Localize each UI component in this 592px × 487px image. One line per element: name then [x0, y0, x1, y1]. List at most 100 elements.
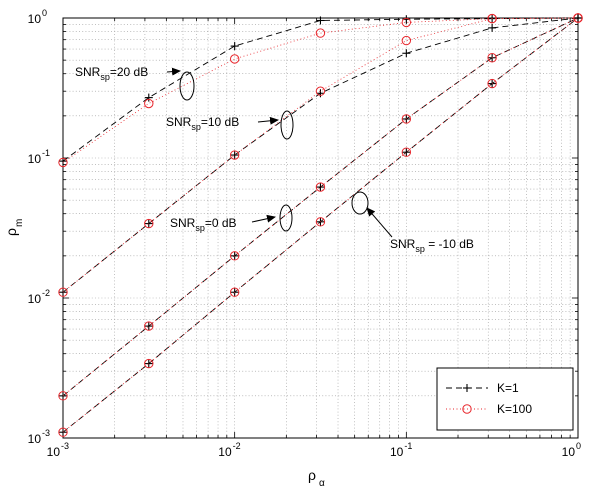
y-tick-label: 10 -1 [28, 148, 50, 166]
circle-marker [229, 150, 240, 160]
plus-marker [316, 89, 325, 98]
circle-marker [401, 17, 412, 28]
annotation-ellipse [280, 110, 294, 140]
legend-label: K=100 [497, 402, 532, 416]
circle-marker [144, 358, 154, 369]
y-axis-label-main: ρ [3, 228, 19, 236]
x-tick-label-exp: -1 [404, 441, 412, 451]
y-tick-label-base: 10 [28, 432, 42, 446]
x-tick-label-base: 10 [47, 445, 61, 459]
plus-marker [402, 148, 411, 157]
annotation-arrow [251, 214, 276, 223]
x-tick-label-base: 10 [390, 445, 404, 459]
circle-marker [229, 251, 240, 261]
annotation-arrow [166, 67, 181, 76]
series-k-100 [58, 13, 583, 437]
x-axis-label-sub: α [319, 478, 325, 487]
snr-annotation-label: SNRsp = -10 dB [390, 237, 474, 254]
circle-marker [58, 391, 68, 401]
y-tick-label-exp: -2 [42, 288, 50, 298]
y-axis-label: ρm [3, 219, 25, 236]
y-tick-label: 10 -3 [28, 428, 50, 446]
annotation-arrow [257, 116, 279, 125]
y-tick-label: 10 -2 [28, 288, 50, 306]
y-tick-label-exp: 0 [42, 8, 47, 18]
circle-marker [144, 218, 154, 229]
series-k-1 [59, 14, 582, 437]
x-axis-label-main: ρ [308, 467, 316, 483]
plus-marker [316, 217, 325, 226]
circle-marker [315, 217, 326, 227]
circle-marker [315, 86, 326, 96]
circle-marker [401, 114, 412, 124]
plus-marker [144, 219, 153, 228]
circle-marker [58, 287, 68, 297]
plus-marker [230, 42, 239, 51]
series-k-100 [58, 13, 583, 297]
series-group [58, 13, 583, 437]
annotation-ellipse [179, 71, 195, 101]
x-tick-label-base: 10 [218, 445, 232, 459]
circle-marker [58, 157, 68, 168]
plus-marker [316, 16, 325, 25]
annotation-ellipse [279, 204, 293, 232]
circle-marker [487, 53, 497, 63]
x-tick-label: 10 -2 [218, 441, 240, 459]
circle-marker [487, 13, 497, 24]
snr-annotation-label: SNRsp=20 dB [75, 65, 148, 82]
plus-marker [230, 151, 239, 160]
circle-marker [144, 98, 154, 109]
circle-marker [144, 321, 154, 331]
plus-marker [488, 23, 497, 32]
legend: K=1 K=100 [436, 367, 574, 431]
legend-entry: K=1 [446, 381, 519, 395]
y-tick-label-exp: -3 [42, 428, 50, 438]
annotation-arrow [366, 207, 393, 238]
y-tick-label-base: 10 [28, 12, 42, 26]
circle-marker [315, 182, 326, 192]
circle-marker [58, 427, 68, 437]
legend-entry: K=100 [446, 402, 532, 416]
snr-annotation: SNRsp=0 dB [170, 204, 293, 233]
circle-marker [401, 35, 412, 46]
x-tick-label: 10 -1 [390, 441, 412, 459]
series-line [62, 17, 579, 397]
legend-box [436, 367, 574, 431]
snr-annotation: SNRsp = -10 dB [351, 191, 474, 254]
legend-circle [462, 404, 472, 414]
y-tick-label: 10 0 [28, 8, 47, 26]
circle-marker [401, 147, 412, 157]
plus-marker [144, 359, 153, 368]
plus-marker [402, 49, 411, 58]
y-tick-label-base: 10 [28, 152, 42, 166]
snr-annotation-label: SNRsp=10 dB [166, 115, 239, 132]
circle-marker [573, 13, 583, 23]
x-tick-label: 10 -3 [47, 441, 69, 459]
x-tick-label-exp: -3 [61, 441, 69, 451]
y-tick-label-base: 10 [28, 292, 42, 306]
plus-marker [316, 183, 325, 192]
circle-marker [315, 28, 326, 38]
x-tick-label-base: 10 [562, 445, 576, 459]
plus-marker [488, 79, 497, 88]
plus-marker [574, 14, 582, 22]
plus-marker [144, 322, 153, 331]
x-axis-label: ρα [308, 467, 325, 487]
annotation-ellipse [351, 191, 369, 215]
circle-marker [487, 78, 497, 89]
x-tick-label-exp: 0 [576, 441, 581, 451]
circle-marker [229, 54, 240, 64]
snr-annotation-label: SNRsp=0 dB [170, 216, 237, 233]
legend-label: K=1 [497, 381, 519, 395]
snr-annotation: SNRsp=10 dB [166, 110, 294, 140]
y-axis-label-sub: m [14, 219, 25, 227]
plus-marker [144, 93, 153, 102]
circle-marker [229, 287, 240, 297]
snr-annotation: SNRsp=20 dB [75, 65, 195, 101]
x-tick-label-exp: -2 [233, 441, 241, 451]
series-line [62, 17, 579, 293]
plus-marker [230, 251, 239, 260]
plus-marker [230, 288, 239, 297]
x-tick-label: 10 0 [562, 441, 581, 459]
